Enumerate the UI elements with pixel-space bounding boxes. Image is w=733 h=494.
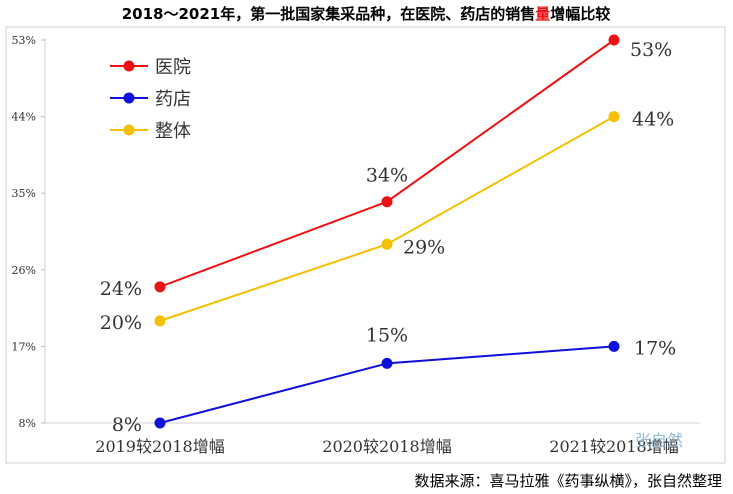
data-label: 53% [630, 39, 672, 61]
data-label: 15% [366, 324, 408, 346]
series-points [154, 34, 620, 429]
title-part-2: 量 [535, 5, 550, 23]
chart-title: 2018～2021年，第一批国家集采品种，在医院、药店的销售量增幅比较 [122, 5, 611, 23]
data-point [154, 417, 166, 429]
y-axis-ticks: 8% 17% 26% 35% 44% 53% [12, 34, 45, 430]
data-label: 8% [112, 414, 142, 436]
data-labels: 24% 34% 53% 8% 15% 17% 20% 29% 44% [100, 39, 676, 436]
y-tick-label: 8% [19, 417, 36, 430]
y-tick-label: 35% [12, 187, 36, 200]
data-point [154, 315, 166, 327]
data-label: 44% [632, 109, 674, 131]
y-tick-label: 53% [12, 34, 36, 47]
data-label: 17% [634, 337, 676, 359]
legend-label: 药店 [155, 89, 191, 110]
series-line-医院 [159, 39, 615, 288]
watermark: 张自然 [635, 431, 683, 450]
y-tick-label: 44% [12, 111, 36, 124]
x-axis-labels: 2019较2018增幅 2020较2018增幅 2021较2018增幅 [95, 437, 678, 456]
data-point [608, 111, 620, 123]
data-point [381, 196, 393, 208]
title-part-1: 2018～2021年，第一批国家集采品种，在医院、药店的销售 [122, 5, 536, 23]
series-line-整体 [159, 115, 615, 322]
data-label: 29% [403, 236, 445, 258]
x-tick-label: 2020较2018增幅 [322, 437, 451, 456]
series-line-药店 [159, 345, 615, 424]
x-tick-label: 2021较2018增幅 [549, 437, 678, 456]
legend-label: 医院 [155, 57, 191, 78]
data-label: 24% [100, 278, 142, 300]
data-label: 20% [100, 312, 142, 334]
legend-marker [123, 60, 135, 72]
title-part-3: 增幅比较 [550, 5, 610, 23]
data-label: 34% [366, 165, 408, 187]
data-point [381, 238, 393, 250]
source-note: 数据来源：喜马拉雅《药事纵横》，张自然整理 [414, 472, 722, 490]
legend-label: 整体 [155, 121, 191, 142]
legend-marker [123, 124, 135, 136]
data-point [154, 281, 166, 293]
y-tick-label: 17% [12, 340, 36, 353]
data-point [381, 357, 393, 369]
legend-marker [123, 92, 135, 104]
y-tick-label: 26% [12, 264, 36, 277]
plot-frame [5, 26, 726, 464]
data-point [608, 340, 620, 352]
data-point [608, 34, 620, 46]
x-tick-label: 2019较2018增幅 [95, 437, 224, 456]
